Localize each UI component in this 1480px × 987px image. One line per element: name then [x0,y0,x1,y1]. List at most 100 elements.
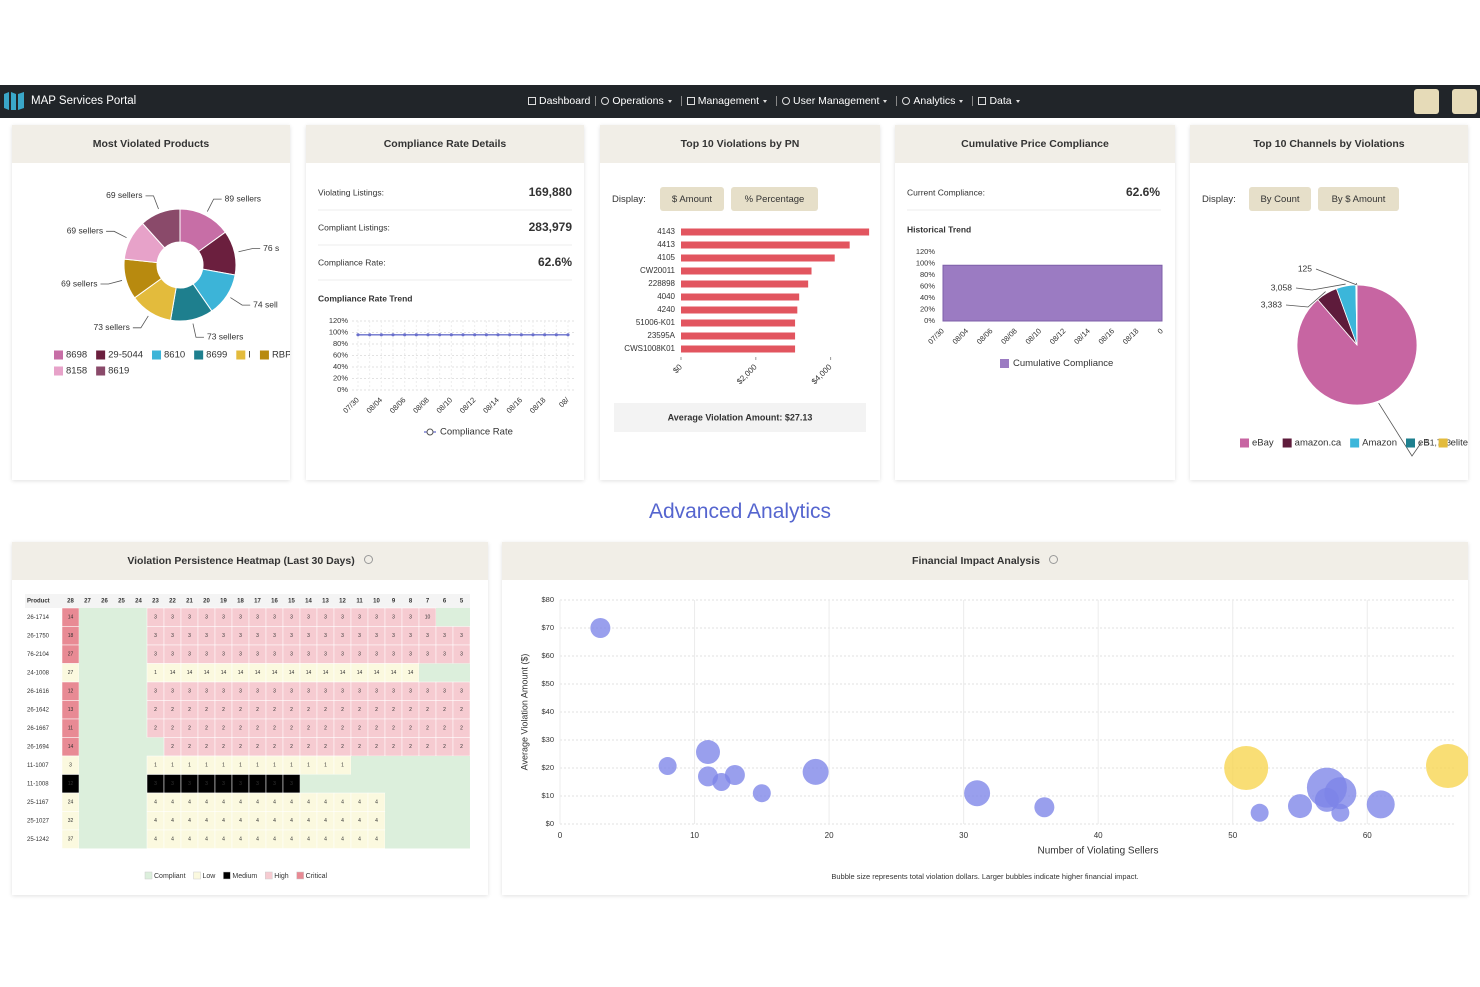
navbar: MAP Services Portal Dashboard Operations… [0,85,1480,118]
cell-value: 3 [154,633,157,639]
cell-value: 2 [307,726,310,732]
cell-value: 14 [408,670,414,676]
y-tick-label: 100% [329,327,349,336]
legend-label: 29-5044 [108,350,143,361]
cell-value: 2 [324,744,327,750]
empty-cell [113,645,130,664]
empty-cell [96,811,113,830]
brand[interactable]: MAP Services Portal [31,95,137,107]
toggle-button[interactable] [1318,187,1399,211]
cell-value: 2 [188,707,191,713]
toggle-button-label[interactable]: By $ Amount [1332,194,1386,205]
y-tick-label: 20% [920,304,935,313]
empty-cell [453,756,470,775]
empty-cell [419,830,436,849]
cell-value: 3 [358,652,361,658]
empty-cell [113,700,130,719]
logout-button[interactable] [1452,89,1477,114]
legend-swatch [96,350,106,360]
cell-value: 4 [188,800,191,806]
row-label: 26-1714 [27,615,50,621]
leader-line [1285,291,1326,308]
cell-value: 4 [375,800,378,806]
cell-value: 3 [205,633,208,639]
column-header: 26 [101,599,108,605]
nav-item[interactable]: Dashboard [539,95,591,107]
cell-value: 3 [307,615,310,621]
cell-value: 4 [239,837,242,843]
cell-value: 2 [324,726,327,732]
slice-label: 74 sell [253,299,278,309]
toggle-button-label[interactable]: % Percentage [745,194,805,205]
x-tick-label: 08/08 [411,395,431,415]
y-tick-label: $50 [541,679,554,688]
cell-value: 3 [443,689,446,695]
panel-header: Cumulative Price Compliance [895,125,1175,163]
empty-cell [79,700,96,719]
info-icon[interactable] [1048,555,1058,564]
nav-item[interactable]: Data [989,95,1012,107]
cell-value: 3 [392,689,395,695]
display-label: Display: [612,194,646,205]
bubble [1224,746,1269,790]
empty-cell [113,626,130,645]
cell-value: 4 [290,800,293,806]
empty-cell [130,811,147,830]
cell-value: 3 [392,633,395,639]
logo [4,92,24,110]
cell-value: 2 [256,707,259,713]
cell-value: 3 [409,615,412,621]
cell-value: 3 [290,633,293,639]
legend-label: 8158 [66,366,87,377]
slice-label: 3,058 [1271,282,1293,292]
bubble [802,758,829,785]
cell-value: 1 [188,763,191,769]
x-axis-label: Number of Violating Sellers [1038,846,1159,857]
nav-item[interactable]: User Management [793,95,880,107]
cell-value: 4 [358,818,361,824]
nav-item[interactable]: Analytics [913,95,956,107]
empty-cell [436,608,453,627]
toggle-button-label[interactable]: $ Amount [672,194,712,205]
empty-cell [368,774,385,793]
nav-item[interactable]: Operations [612,95,664,107]
cell-value: 4 [341,818,344,824]
legend-label: eBay [1252,438,1274,449]
cell-value: 1 [154,670,157,676]
toggle-button[interactable] [660,187,724,211]
cell-value: 2 [171,707,174,713]
legend-swatch [194,350,204,360]
bubble [1288,794,1312,819]
cell-value: 3 [341,652,344,658]
cell-value: 4 [205,818,208,824]
x-tick-label: 08/ [557,395,571,409]
leader-line [100,280,123,285]
toggle-button[interactable] [731,187,818,211]
leader-line [192,323,204,338]
legend-swatch [1282,438,1292,448]
info-icon[interactable] [363,555,373,564]
bar [681,332,796,340]
panel-header: Compliance Rate Details [306,125,584,163]
column-header: 21 [186,599,193,605]
line-point [449,333,453,337]
user-button[interactable] [1414,89,1439,114]
bar [681,319,796,327]
cell-value: 2 [426,726,429,732]
toggle-button-label[interactable]: By Count [1260,194,1299,205]
y-tick-label: $10 [541,791,554,800]
x-tick-label: $4,000 [810,362,834,386]
cell-value: 2 [358,707,361,713]
cell-value: 3 [341,689,344,695]
nav-item[interactable]: Management [697,95,760,107]
cell-value: 4 [222,800,225,806]
cell-value: 2 [154,726,157,732]
empty-cell [96,682,113,701]
cell-value: 2 [171,744,174,750]
cell-value: 3 [307,652,310,658]
toggle-button[interactable] [1249,187,1311,211]
empty-cell [317,774,334,793]
y-tick-label: 23595A [647,331,675,340]
cell-value: 2 [375,726,378,732]
empty-cell [130,830,147,849]
